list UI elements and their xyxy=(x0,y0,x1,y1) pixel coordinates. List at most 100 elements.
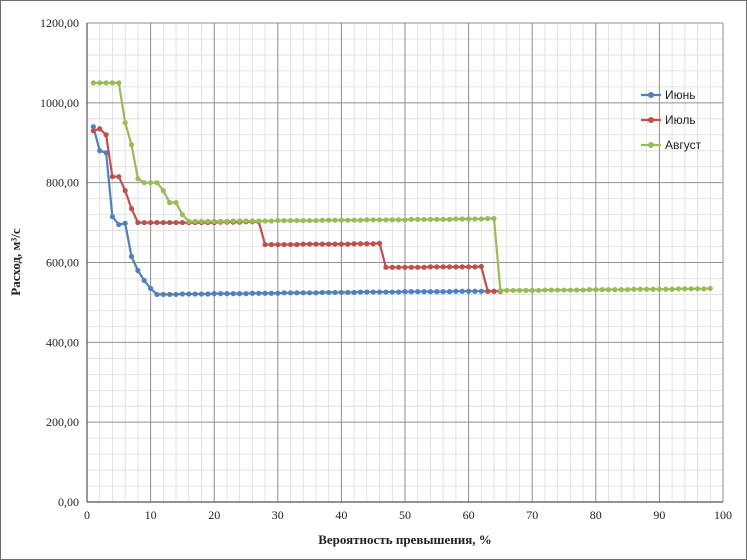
data-point xyxy=(612,287,618,293)
data-point xyxy=(383,289,389,295)
data-point xyxy=(287,217,294,224)
data-point xyxy=(459,216,465,222)
data-point xyxy=(446,264,453,270)
data-point xyxy=(167,291,173,298)
data-point xyxy=(466,288,472,294)
data-point xyxy=(109,174,116,180)
data-point xyxy=(599,287,605,293)
data-point xyxy=(122,120,128,126)
data-point xyxy=(179,219,185,226)
data-point xyxy=(148,219,154,226)
data-point xyxy=(389,264,395,270)
data-point xyxy=(440,216,446,222)
data-point xyxy=(434,264,440,270)
data-point xyxy=(580,287,586,293)
data-point xyxy=(421,289,427,295)
data-point xyxy=(535,287,542,294)
data-point xyxy=(128,206,135,212)
x-tick-label: 10 xyxy=(145,508,157,522)
data-point xyxy=(446,216,453,222)
data-point xyxy=(402,289,408,295)
data-point xyxy=(593,287,599,293)
legend-label: Июль xyxy=(665,113,696,127)
x-tick-label: 80 xyxy=(590,508,602,522)
data-point xyxy=(205,218,211,224)
data-point xyxy=(516,287,523,294)
data-point xyxy=(186,218,192,224)
data-point xyxy=(141,277,147,284)
data-point xyxy=(396,217,402,223)
data-point xyxy=(217,291,224,297)
y-tick-label: 1000,00 xyxy=(40,96,79,110)
data-point xyxy=(351,241,357,247)
y-tick-label: 600,00 xyxy=(46,256,79,270)
data-point xyxy=(243,218,249,224)
data-point xyxy=(154,291,160,298)
data-point xyxy=(510,287,516,294)
data-point xyxy=(491,215,497,222)
data-point xyxy=(605,287,612,293)
data-point xyxy=(275,290,281,296)
x-tick-label: 40 xyxy=(335,508,347,522)
data-point xyxy=(97,126,103,132)
data-point xyxy=(364,289,370,295)
legend-swatch-marker xyxy=(648,117,654,123)
data-point xyxy=(160,291,166,298)
legend-item: Август xyxy=(641,138,702,152)
series-3 xyxy=(90,80,713,294)
data-point xyxy=(268,218,275,224)
data-point xyxy=(453,264,459,270)
data-point xyxy=(427,289,434,295)
data-point xyxy=(319,217,325,223)
data-point xyxy=(459,264,465,270)
data-point xyxy=(567,287,573,293)
data-point xyxy=(224,218,230,224)
x-tick-label: 20 xyxy=(208,508,220,522)
data-point xyxy=(109,80,116,86)
data-point xyxy=(453,216,459,222)
x-axis-title: Вероятность превышения, % xyxy=(318,532,492,547)
data-point xyxy=(434,216,440,222)
data-point xyxy=(574,287,580,293)
y-tick-label: 0,00 xyxy=(58,495,79,509)
plot-area xyxy=(90,80,713,298)
data-point xyxy=(421,264,427,270)
data-point xyxy=(345,217,351,223)
data-point xyxy=(472,216,478,222)
data-point xyxy=(542,287,548,293)
data-point xyxy=(211,218,217,224)
data-point xyxy=(128,142,135,148)
data-point xyxy=(192,218,198,224)
series-1 xyxy=(90,124,503,298)
data-point xyxy=(179,212,185,218)
data-point xyxy=(262,218,268,224)
data-point xyxy=(376,240,383,246)
data-point xyxy=(243,291,249,297)
data-point xyxy=(345,289,351,296)
data-point xyxy=(167,219,173,226)
data-point xyxy=(313,290,319,296)
data-point xyxy=(478,288,484,294)
data-point xyxy=(230,218,236,224)
x-tick-label: 50 xyxy=(399,508,411,522)
data-point xyxy=(625,287,631,293)
data-point xyxy=(281,290,287,296)
data-point xyxy=(383,217,389,223)
data-point xyxy=(707,285,713,292)
data-point xyxy=(618,287,624,293)
data-point xyxy=(491,288,497,294)
data-point xyxy=(205,291,211,297)
data-point xyxy=(656,286,663,292)
data-point xyxy=(148,180,154,186)
data-point xyxy=(326,289,332,296)
data-point xyxy=(370,289,376,295)
data-point xyxy=(548,287,554,293)
data-point xyxy=(268,290,275,296)
data-point xyxy=(294,217,300,224)
data-point xyxy=(90,128,96,134)
data-point xyxy=(103,132,109,138)
data-point xyxy=(357,241,364,247)
data-point xyxy=(408,216,414,222)
data-point xyxy=(472,288,478,294)
y-tick-label: 800,00 xyxy=(46,176,79,190)
